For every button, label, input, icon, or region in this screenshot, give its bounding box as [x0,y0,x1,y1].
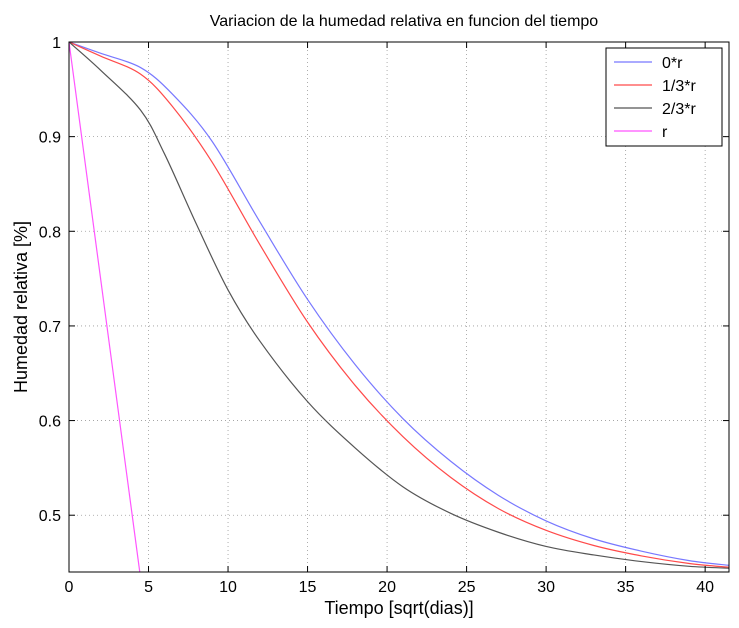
legend-label: 0*r [662,55,683,72]
chart-title: Variacion de la humedad relativa en func… [210,13,598,30]
legend: 0*r 1/3*r 2/3*r r [605,47,723,147]
y-tick-label: 0.9 [39,130,61,147]
series-line-2 [69,42,729,569]
x-tick-label: 0 [65,579,74,596]
x-tick-label: 35 [617,579,635,596]
x-tick-label: 40 [696,579,714,596]
x-tick-label: 25 [458,579,476,596]
axis-ticks: 0 5 10 15 20 25 30 35 40 0.5 0.6 0.7 0.8 0.9 1 [39,35,729,596]
x-tick-label: 30 [537,579,555,596]
x-axis-label: Tiempo [sqrt(dias)] [324,598,473,618]
series-line-0 [69,42,729,566]
y-tick-label: 0.7 [39,319,61,336]
y-tick-label: 0.8 [39,224,61,241]
x-tick-label: 5 [144,579,153,596]
x-tick-label: 20 [378,579,396,596]
y-tick-label: 0.5 [39,508,61,525]
plot-frame [68,41,730,573]
legend-box [605,47,723,147]
x-tick-label: 15 [299,579,317,596]
series-line-3 [69,42,141,572]
legend-label: 2/3*r [662,101,696,118]
y-axis-label: Humedad relativa [%] [11,221,31,393]
y-tick-label: 0.6 [39,414,61,431]
plot-lines [69,42,729,572]
legend-label: 1/3*r [662,78,696,95]
series-line-1 [69,42,729,568]
x-tick-label: 10 [219,579,237,596]
legend-label: r [662,124,668,141]
y-tick-label: 1 [52,35,61,52]
